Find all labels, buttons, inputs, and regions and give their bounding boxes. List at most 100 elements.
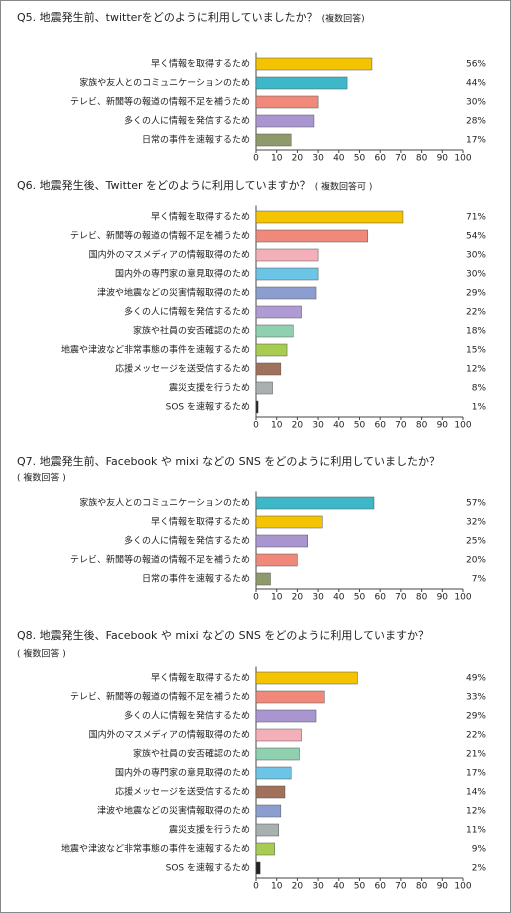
bar xyxy=(255,114,315,128)
x-tick-label: 100 xyxy=(454,882,471,892)
value-label: 56% xyxy=(466,60,486,70)
x-tick-label: 0 xyxy=(253,421,259,431)
category-label: 多くの人に情報を発信するため xyxy=(124,535,250,547)
x-tick-label: 90 xyxy=(437,154,449,164)
category-label: 応援メッセージを送受信するため xyxy=(115,786,250,798)
bar xyxy=(255,76,348,90)
x-tick-label: 70 xyxy=(395,154,407,164)
category-label: テレビ、新聞等の報道の情報不足を補うため xyxy=(70,230,250,242)
x-tick-label: 30 xyxy=(312,154,324,164)
bar xyxy=(255,133,292,147)
x-tick-label: 80 xyxy=(416,593,428,603)
bar xyxy=(255,229,369,243)
x-tick-label: 20 xyxy=(292,882,304,892)
x-tick-label: 30 xyxy=(312,882,324,892)
bar xyxy=(255,57,373,71)
x-tick-label: 80 xyxy=(416,421,428,431)
value-label: 18% xyxy=(466,327,486,337)
bar xyxy=(255,515,323,529)
category-label: 日常の事件を速報するため xyxy=(142,573,250,585)
bar xyxy=(255,248,319,262)
category-label: 多くの人に情報を発信するため xyxy=(124,306,250,318)
x-tick-label: 100 xyxy=(454,593,471,603)
value-label: 44% xyxy=(466,79,486,89)
category-label: 早く情報を取得するため xyxy=(151,211,250,223)
category-label: 家族や社員の安否確認のため xyxy=(133,748,250,760)
x-tick-label: 0 xyxy=(253,154,259,164)
chart-title: Q7. 地震発生前、Facebook や mixi などの SNS をどのように… xyxy=(17,454,440,468)
bar xyxy=(255,572,271,586)
value-label: 1% xyxy=(472,403,487,413)
x-tick-label: 90 xyxy=(437,593,449,603)
category-label: 家族や友人とのコミュニケーションのため xyxy=(79,497,250,509)
x-tick-label: 20 xyxy=(292,593,304,603)
category-label: 日常の事件を速報するため xyxy=(142,134,250,146)
bar xyxy=(255,804,282,818)
value-label: 2% xyxy=(472,864,487,874)
bar xyxy=(255,823,280,837)
bar xyxy=(255,324,294,338)
bar xyxy=(255,210,404,224)
value-label: 12% xyxy=(466,807,486,817)
x-tick-label: 80 xyxy=(416,882,428,892)
x-tick-label: 100 xyxy=(454,154,471,164)
category-label: 津波や地震などの災害情報取得のため xyxy=(97,805,250,817)
category-label: 家族や友人とのコミュニケーションのため xyxy=(79,77,250,89)
x-tick-label: 10 xyxy=(271,593,283,603)
value-label: 57% xyxy=(466,499,486,509)
x-tick-label: 40 xyxy=(333,882,345,892)
category-label: 震災支援を行うため xyxy=(169,824,250,836)
x-tick-label: 10 xyxy=(271,154,283,164)
category-label: SOS を速報するため xyxy=(166,863,250,874)
x-tick-label: 40 xyxy=(333,421,345,431)
bar xyxy=(255,728,302,742)
x-tick-label: 60 xyxy=(374,593,386,603)
x-tick-label: 20 xyxy=(292,154,304,164)
bar xyxy=(255,343,288,357)
value-label: 71% xyxy=(466,213,486,223)
value-label: 7% xyxy=(472,575,487,585)
bar xyxy=(255,362,282,376)
value-label: 49% xyxy=(466,674,486,684)
chart-title: Q6. 地震発生後、Twitter をどのように利用していますか？ xyxy=(17,178,311,192)
bar xyxy=(255,534,308,548)
category-label: 国内外の専門家の意見取得のため xyxy=(115,767,250,779)
category-label: 地震や津波など非常事態の事件を速報するため xyxy=(61,843,250,855)
x-tick-label: 70 xyxy=(395,593,407,603)
x-tick-label: 20 xyxy=(292,421,304,431)
x-tick-label: 60 xyxy=(374,882,386,892)
value-label: 14% xyxy=(466,788,486,798)
value-label: 33% xyxy=(466,693,486,703)
value-label: 12% xyxy=(466,365,486,375)
x-tick-label: 80 xyxy=(416,154,428,164)
value-label: 22% xyxy=(466,731,486,741)
value-label: 21% xyxy=(466,750,486,760)
bar xyxy=(255,842,275,856)
x-tick-label: 50 xyxy=(354,882,366,892)
value-label: 29% xyxy=(466,289,486,299)
value-label: 29% xyxy=(466,712,486,722)
x-tick-label: 30 xyxy=(312,593,324,603)
x-tick-label: 0 xyxy=(253,593,259,603)
value-label: 25% xyxy=(466,537,486,547)
bar xyxy=(255,861,261,875)
bar xyxy=(255,690,325,704)
bar xyxy=(255,496,375,510)
chart-subtitle: ( 複数回答 ) xyxy=(17,472,66,484)
bar xyxy=(255,95,319,109)
chart-title: Q8. 地震発生後、Facebook や mixi などの SNS をどのように… xyxy=(17,628,429,642)
bar xyxy=(255,267,319,281)
category-label: 応援メッセージを送受信するため xyxy=(115,363,250,375)
x-tick-label: 30 xyxy=(312,421,324,431)
value-label: 30% xyxy=(466,98,486,108)
bar xyxy=(255,747,300,761)
bar xyxy=(255,785,286,799)
bar xyxy=(255,671,358,685)
category-label: 地震や津波など非常事態の事件を速報するため xyxy=(61,344,250,356)
chart-subtitle: ( 複数回答 ) xyxy=(17,648,66,660)
x-tick-label: 60 xyxy=(374,421,386,431)
category-label: 国内外のマスメディアの情報取得のため xyxy=(89,249,250,261)
bar xyxy=(255,400,259,414)
